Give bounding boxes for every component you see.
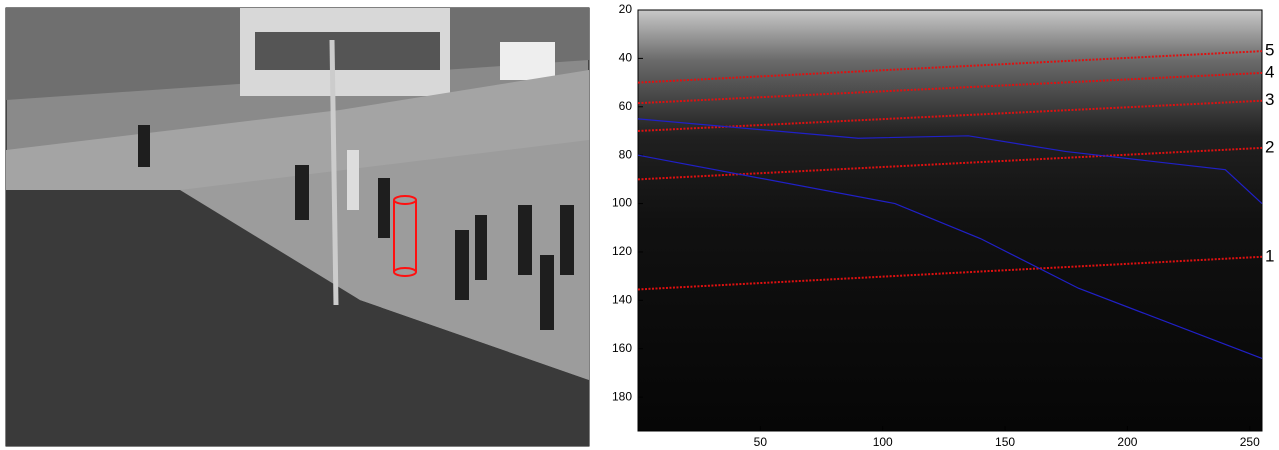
line-label: 2	[1265, 137, 1274, 156]
y-tick-label: 160	[612, 341, 632, 355]
y-tick-label: 60	[619, 99, 633, 113]
line-label: 4	[1265, 62, 1274, 81]
x-tick-label: 250	[1240, 435, 1260, 449]
x-tick-label: 150	[995, 435, 1015, 449]
camera-image	[6, 8, 589, 446]
y-tick-label: 20	[619, 2, 633, 16]
y-tick-label: 40	[619, 51, 633, 65]
line-label: 5	[1265, 41, 1274, 60]
y-tick-label: 140	[612, 293, 632, 307]
y-tick-label: 120	[612, 244, 632, 258]
y-tick-label: 80	[619, 147, 633, 161]
x-tick-label: 50	[754, 435, 768, 449]
x-tick-label: 100	[873, 435, 893, 449]
line-label: 1	[1265, 246, 1274, 265]
x-tick-label: 200	[1117, 435, 1137, 449]
line-label: 3	[1265, 90, 1274, 109]
y-tick-label: 100	[612, 196, 632, 210]
plot-area	[638, 10, 1262, 431]
figure: 20 40 60 80 100 120 140 160 180 50 100 150 200 250 1 2 3…	[0, 0, 1279, 450]
y-tick-label: 180	[612, 389, 632, 403]
